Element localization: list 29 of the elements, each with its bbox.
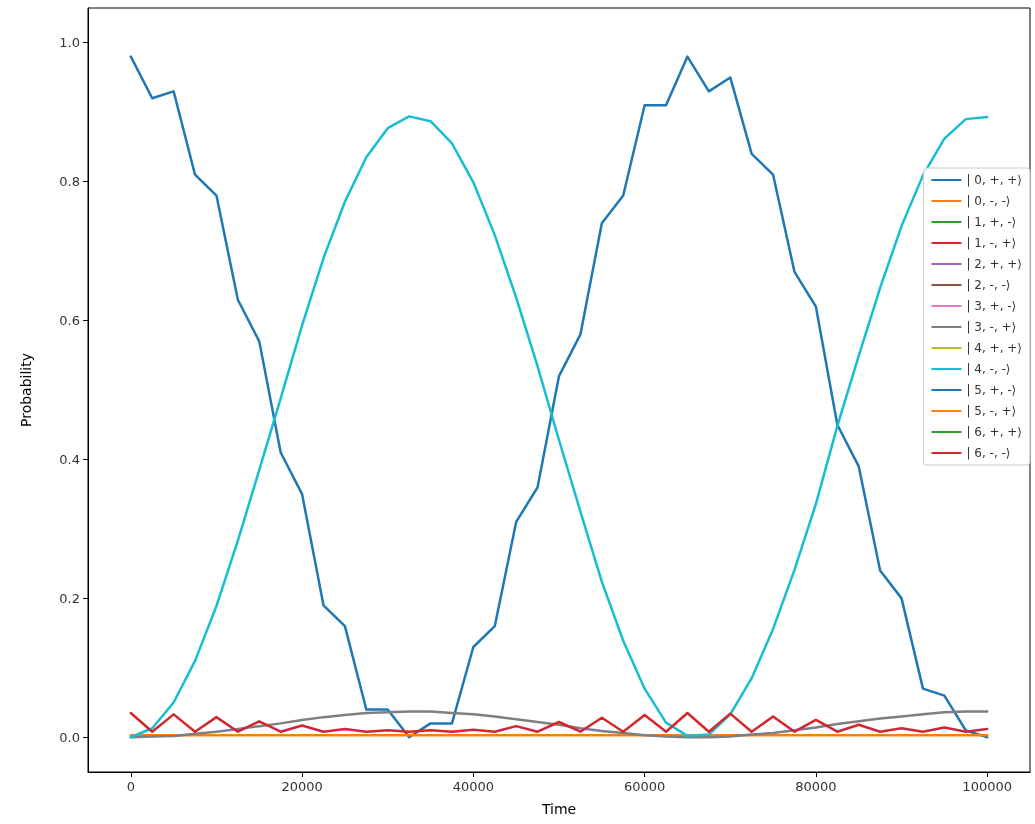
legend-label: | 5, +, -⟩ [966,383,1017,397]
y-axis-title: Probability [18,352,34,428]
legend-label: | 2, +, +⟩ [966,257,1023,271]
y-tick-label: 0.2 [59,590,80,606]
legend-label: | 0, +, +⟩ [966,173,1023,187]
y-tick-label: 0.8 [59,174,80,190]
legend-label: | 4, -, -⟩ [966,362,1011,376]
x-axis-title: Time [540,801,577,817]
legend-label: | 0, -, -⟩ [966,194,1011,208]
y-tick-label: 0.4 [59,451,80,467]
legend-label: | 4, +, +⟩ [966,341,1023,355]
legend-label: | 1, +, -⟩ [966,215,1017,229]
legend-label: | 6, -, -⟩ [966,446,1011,460]
x-tick-label: 40000 [452,779,495,794]
legend-label: | 6, +, +⟩ [966,425,1023,439]
legend-label: | 5, -, +⟩ [966,404,1017,418]
legend-label: | 2, -, -⟩ [966,278,1011,292]
x-tick-label: 60000 [623,779,666,794]
line-series [129,711,989,733]
legend-label: | 3, +, -⟩ [966,299,1017,313]
x-tick-label: 20000 [281,779,323,794]
legend-label: | 3, -, +⟩ [966,320,1017,334]
y-tick-label: 0.0 [59,729,80,745]
y-tick-label: 1.0 [59,35,80,51]
y-tick-label: 0.6 [59,313,80,329]
x-tick-label: 0 [126,779,135,794]
x-tick-label: 80000 [795,779,837,794]
x-tick-label: 100000 [962,779,1012,794]
legend-label: | 1, -, +⟩ [966,236,1017,250]
